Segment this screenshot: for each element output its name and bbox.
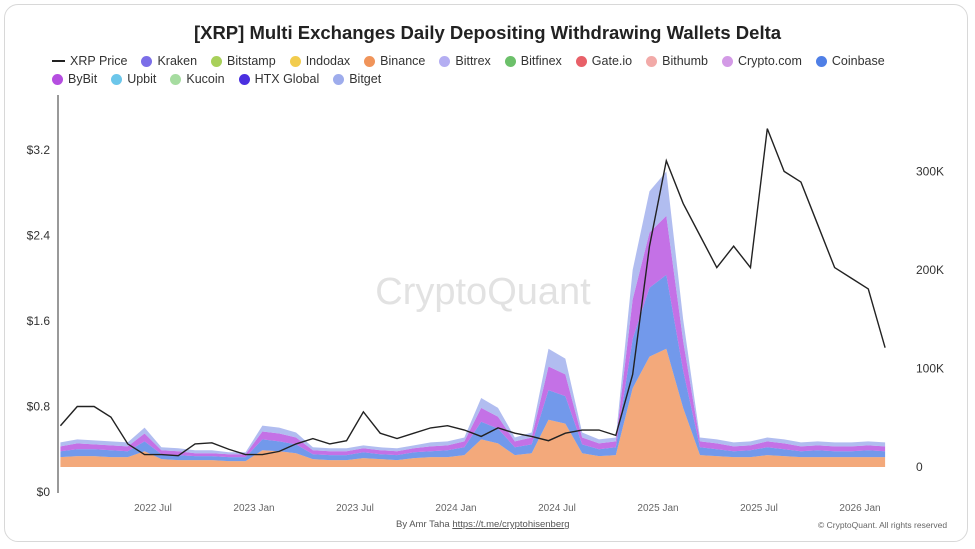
legend-label: Kucoin [186, 72, 225, 86]
legend-label: XRP Price [70, 54, 128, 68]
dot-swatch-icon [211, 55, 223, 67]
legend-label: HTX Global [254, 72, 320, 86]
legend-label: Bitfinex [520, 54, 562, 68]
legend-item-bitfinex[interactable]: Bitfinex [504, 53, 562, 69]
legend-item-binance[interactable]: Binance [364, 53, 425, 69]
legend-item-kraken[interactable]: Kraken [141, 53, 197, 69]
legend-label: Crypto.com [737, 54, 802, 68]
dot-swatch-icon [815, 55, 827, 67]
x-tick: 2024 Jul [538, 503, 576, 514]
legend-item-crypto-com[interactable]: Crypto.com [721, 53, 802, 69]
dot-swatch-icon [170, 73, 182, 85]
footer-copyright: © CryptoQuant. All rights reserved [818, 520, 948, 530]
chart-title: [XRP] Multi Exchanges Daily Depositing W… [193, 22, 782, 43]
x-tick: 2026 Jan [839, 503, 880, 514]
x-tick: 2025 Jul [740, 503, 778, 514]
legend-label: Coinbase [831, 54, 885, 68]
y-right-tick: 100K [916, 362, 944, 376]
y-right-tick: 300K [916, 165, 944, 179]
dot-swatch-icon [111, 73, 123, 85]
legend-label: Indodax [305, 54, 351, 68]
legend-label: Bitstamp [227, 54, 276, 68]
legend-label: ByBit [68, 72, 98, 86]
legend-item-coinbase[interactable]: Coinbase [815, 53, 885, 69]
legend-label: Bittrex [455, 54, 491, 68]
dot-swatch-icon [238, 73, 250, 85]
dot-swatch-icon [289, 55, 301, 67]
y-right-tick: 0 [916, 460, 923, 474]
legend-item-bybit[interactable]: ByBit [52, 71, 97, 87]
y-left-tick: $3.2 [27, 143, 51, 157]
dot-swatch-icon [333, 73, 345, 85]
legend-label: Binance [380, 54, 426, 68]
dot-swatch-icon [439, 55, 451, 67]
dot-swatch-icon [721, 55, 733, 67]
dot-swatch-icon [52, 73, 63, 85]
legend-label: Gate.io [591, 54, 633, 68]
legend-label: Kraken [157, 54, 198, 68]
area-coinbase [60, 274, 886, 462]
legend: XRP Price Kraken Bitstamp Indodax Binance Bit… [52, 53, 932, 87]
legend-label: Upbit [127, 72, 157, 86]
dot-swatch-icon [646, 55, 658, 67]
legend-label: Bithumb [662, 54, 708, 68]
legend-item-kucoin[interactable]: Kucoin [170, 71, 225, 87]
legend-item-bitstamp[interactable]: Bitstamp [211, 53, 276, 69]
x-tick: 2022 Jul [134, 503, 172, 514]
x-tick: 2023 Jul [336, 503, 374, 514]
watermark: CryptoQuant [375, 271, 591, 313]
author-link[interactable]: https://t.me/cryptohisenberg [452, 519, 570, 530]
legend-item-upbit[interactable]: Upbit [111, 71, 156, 87]
dot-swatch-icon [575, 55, 587, 67]
y-left-tick: $0 [37, 485, 51, 499]
dot-swatch-icon [141, 55, 153, 67]
legend-item-bithumb[interactable]: Bithumb [646, 53, 708, 69]
legend-item-bittrex[interactable]: Bittrex [439, 53, 491, 69]
legend-item-xrp-price[interactable]: XRP Price [52, 53, 127, 69]
legend-item-indodax[interactable]: Indodax [289, 53, 351, 69]
x-tick: 2024 Jan [435, 503, 476, 514]
line-swatch-icon [52, 60, 65, 62]
author-text: By Amr Taha [396, 519, 450, 530]
x-tick: 2023 Jan [233, 503, 274, 514]
y-left-tick: $2.4 [27, 229, 51, 243]
x-tick: 2025 Jan [637, 503, 678, 514]
legend-item-gate-io[interactable]: Gate.io [575, 53, 633, 69]
footer-author: By Amr Taha https://t.me/cryptohisenberg [396, 519, 570, 530]
y-right-tick: 200K [916, 263, 944, 277]
legend-item-bitget[interactable]: Bitget [333, 71, 381, 87]
y-left-tick: $0.8 [27, 400, 51, 414]
xrp-price-line [59, 128, 886, 457]
dot-swatch-icon [364, 55, 376, 67]
chart-card [4, 4, 968, 542]
y-left-tick: $1.6 [27, 314, 51, 328]
legend-label: Bitget [349, 72, 382, 86]
dot-swatch-icon [504, 55, 516, 67]
area-binance [60, 348, 886, 467]
legend-item-htx-global[interactable]: HTX Global [238, 71, 320, 87]
